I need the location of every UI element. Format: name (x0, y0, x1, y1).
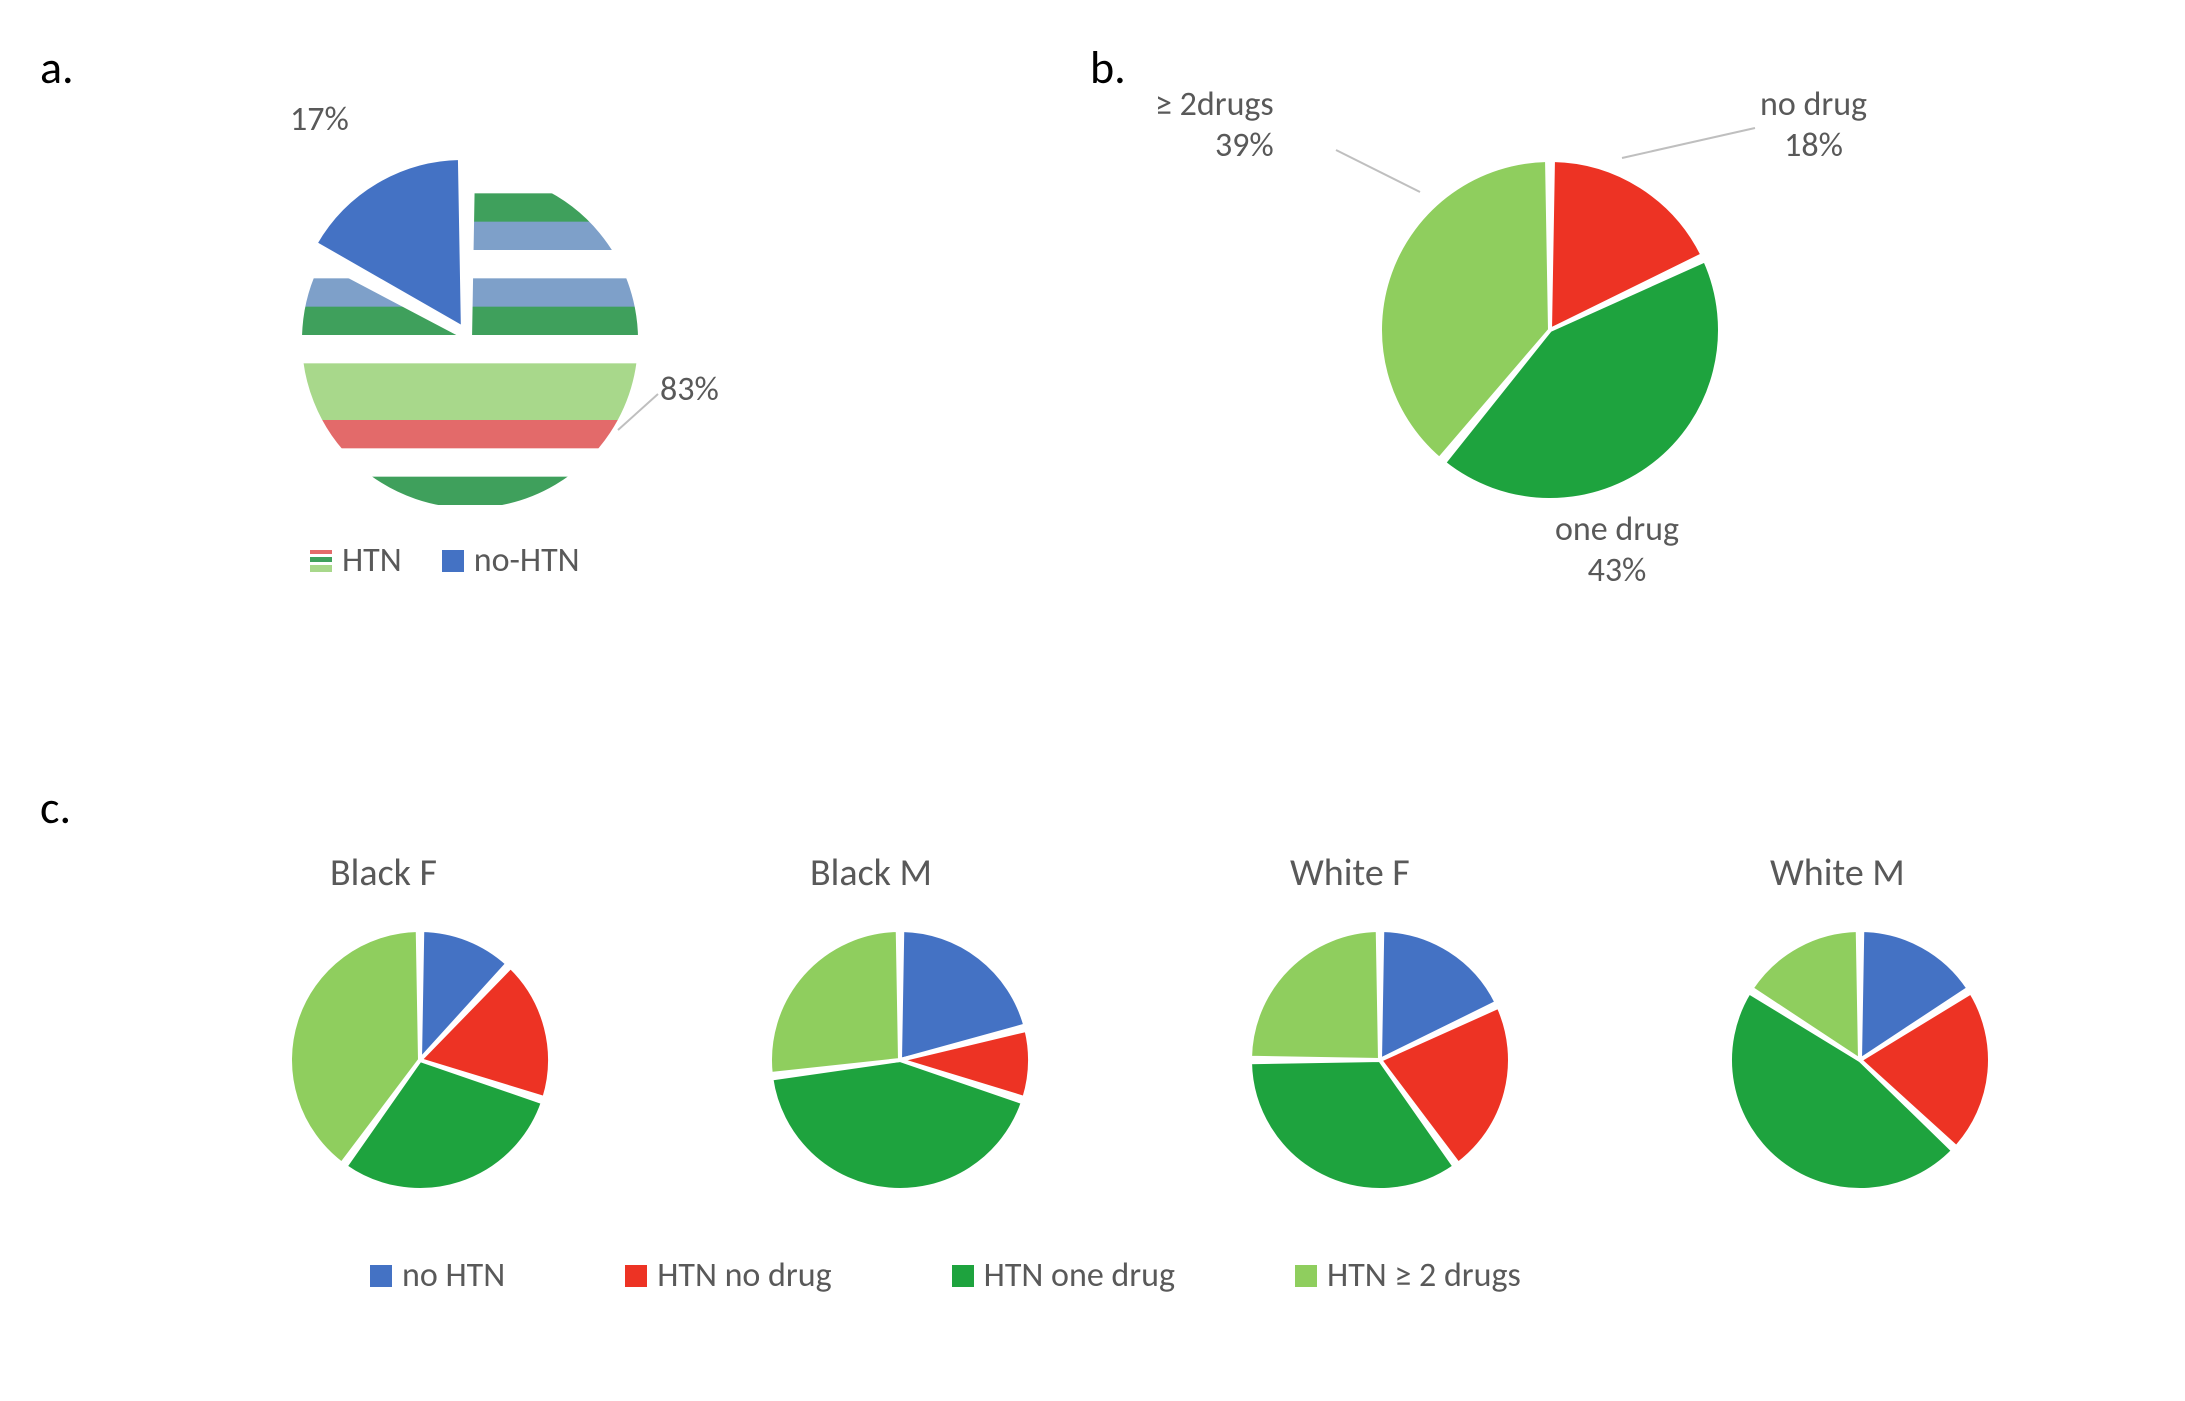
chart-a-callout-htn: 83% (660, 370, 719, 411)
pie-slice (770, 930, 900, 1074)
chart-a-legend: HTN no-HTN (310, 540, 580, 581)
chart-b-callout-onedrug: one drug 43% (1555, 510, 1679, 592)
legend-item: no HTN (370, 1255, 505, 1296)
legend-swatch (310, 550, 332, 572)
legend-item: HTN ≥ 2 drugs (1295, 1255, 1521, 1296)
chart-c-subtitle: White F (1290, 850, 1410, 896)
pie-slice (1250, 930, 1380, 1060)
chart-c-pie (1230, 910, 1530, 1210)
legend-label: no-HTN (474, 540, 580, 581)
chart-b-callout-nodrug: no drug 18% (1760, 85, 1867, 167)
legend-label: HTN ≥ 2 drugs (1327, 1255, 1521, 1296)
legend-swatch (370, 1265, 392, 1287)
legend-item: no-HTN (442, 540, 580, 581)
legend-swatch (442, 550, 464, 572)
chart-c-pie (1710, 910, 2010, 1210)
legend-label: no HTN (402, 1255, 505, 1296)
legend-swatch (625, 1265, 647, 1287)
panel-label-b: b. (1090, 40, 1126, 96)
panel-label-a: a. (40, 40, 74, 96)
legend-swatch (1295, 1265, 1317, 1287)
panel-label-c: c. (40, 780, 71, 836)
chart-b-callout-2drugs: ≥ 2drugs 39% (1155, 85, 1274, 167)
legend-item: HTN (310, 540, 402, 581)
chart-c-legend: no HTN HTN no drug HTN one drug HTN ≥ 2 dru… (370, 1255, 1521, 1296)
chart-c-subtitle: White M (1770, 850, 1905, 896)
chart-c-subtitle: Black F (330, 850, 437, 896)
legend-item: HTN one drug (952, 1255, 1175, 1296)
chart-b (1320, 100, 1780, 560)
chart-a-callout-nohtn: 17% (290, 100, 349, 141)
legend-label: HTN no drug (657, 1255, 831, 1296)
chart-c-pie (750, 910, 1050, 1210)
legend-item: HTN no drug (625, 1255, 831, 1296)
chart-a (210, 80, 730, 600)
chart-c-subtitle: Black M (810, 850, 932, 896)
legend-swatch (952, 1265, 974, 1287)
legend-label: HTN (342, 540, 402, 581)
chart-c-pie (270, 910, 570, 1210)
legend-label: HTN one drug (984, 1255, 1175, 1296)
